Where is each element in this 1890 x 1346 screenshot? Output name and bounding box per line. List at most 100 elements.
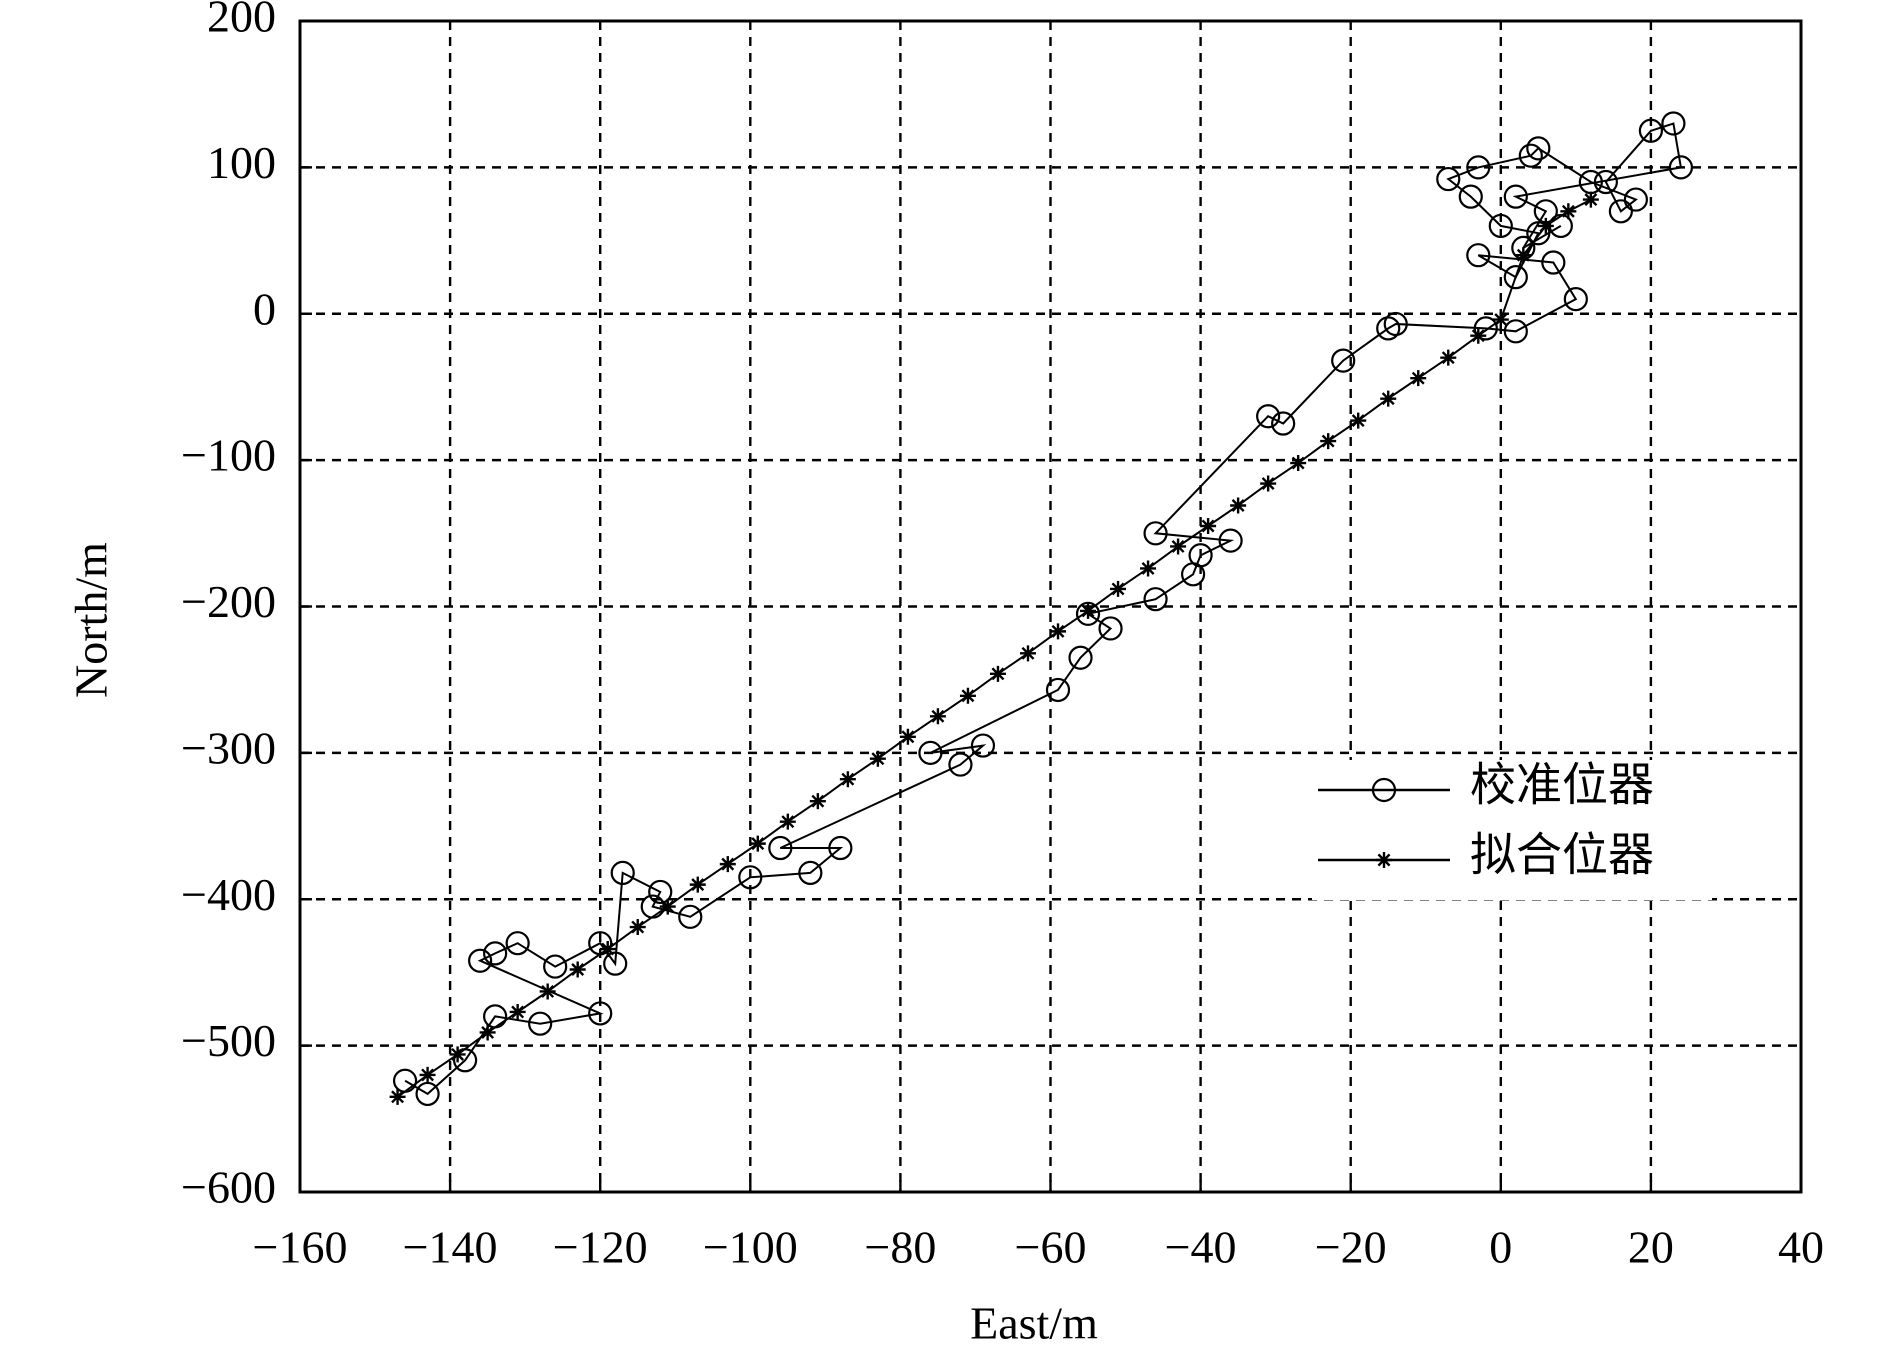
marker xyxy=(1218,528,1243,553)
marker xyxy=(389,1088,406,1105)
marker xyxy=(419,1066,436,1083)
marker xyxy=(1170,538,1187,555)
marker xyxy=(509,1003,526,1020)
marker xyxy=(1492,311,1509,328)
marker xyxy=(719,856,736,873)
x-tick-label: 0 xyxy=(1489,1222,1512,1273)
x-tick-label: 20 xyxy=(1628,1222,1674,1273)
series-line xyxy=(404,122,1683,1096)
marker xyxy=(1045,677,1071,703)
marker xyxy=(1470,327,1487,344)
marker xyxy=(1608,199,1633,224)
marker xyxy=(659,898,676,915)
y-axis-label: North/m xyxy=(66,542,117,698)
marker xyxy=(869,750,886,767)
marker xyxy=(415,1081,440,1107)
y-tick-label: −400 xyxy=(181,869,276,920)
y-tick-label: −500 xyxy=(181,1015,276,1066)
marker xyxy=(1638,118,1664,143)
marker xyxy=(1256,404,1281,429)
marker xyxy=(899,728,916,745)
x-tick-label: −120 xyxy=(553,1222,648,1273)
marker xyxy=(1503,319,1528,344)
marker xyxy=(1661,111,1686,136)
x-tick-label: −100 xyxy=(703,1222,798,1273)
marker xyxy=(1466,243,1491,268)
marker xyxy=(1110,580,1127,597)
marker xyxy=(603,951,628,976)
marker xyxy=(1380,390,1397,407)
x-tick-label: −20 xyxy=(1315,1222,1387,1273)
marker xyxy=(543,954,568,979)
marker xyxy=(392,1068,418,1093)
marker xyxy=(809,793,826,810)
marker xyxy=(1068,645,1093,670)
marker xyxy=(1537,217,1554,234)
marker xyxy=(1436,166,1461,192)
marker xyxy=(1188,543,1213,568)
y-tick-label: 200 xyxy=(207,0,276,42)
marker xyxy=(1518,143,1543,168)
marker xyxy=(1290,455,1307,472)
marker xyxy=(1230,497,1247,514)
legend-label: 校准位器 xyxy=(1470,760,1654,811)
marker xyxy=(528,1011,553,1036)
marker xyxy=(1560,203,1577,220)
marker xyxy=(738,865,763,890)
marker xyxy=(1623,187,1648,212)
marker xyxy=(839,771,856,788)
plot-frame xyxy=(298,19,1803,1194)
marker xyxy=(1526,136,1551,161)
marker xyxy=(1503,265,1528,290)
marker xyxy=(1473,316,1498,341)
x-tick-label: −160 xyxy=(253,1222,348,1273)
marker xyxy=(918,740,943,765)
marker xyxy=(1140,560,1157,577)
y-tick-label: −100 xyxy=(181,430,276,481)
y-tick-label: −300 xyxy=(181,722,276,773)
x-tick-label: −40 xyxy=(1165,1222,1237,1273)
marker xyxy=(970,733,996,758)
marker xyxy=(959,687,976,704)
marker xyxy=(1080,602,1097,619)
marker xyxy=(1466,155,1491,180)
marker xyxy=(468,948,493,973)
x-tick-label: −140 xyxy=(403,1222,498,1273)
marker xyxy=(1526,221,1551,246)
marker xyxy=(1143,521,1168,546)
marker xyxy=(689,876,706,893)
marker xyxy=(1143,587,1168,612)
marker xyxy=(828,835,853,861)
marker xyxy=(483,941,508,966)
marker xyxy=(1503,184,1528,209)
marker xyxy=(629,919,646,936)
marker xyxy=(779,813,796,830)
y-tick-label: 100 xyxy=(207,137,276,188)
marker xyxy=(1488,213,1513,239)
x-axis-label: East/m xyxy=(970,1298,1098,1346)
marker xyxy=(948,752,973,777)
marker xyxy=(1410,370,1427,387)
legend-box xyxy=(1312,760,1712,900)
marker xyxy=(505,931,530,956)
marker xyxy=(798,860,823,886)
marker xyxy=(678,904,703,929)
marker xyxy=(539,983,556,1000)
marker xyxy=(1563,287,1588,312)
marker xyxy=(599,941,616,958)
marker xyxy=(1075,601,1101,626)
marker xyxy=(1271,411,1296,436)
marker xyxy=(1331,348,1356,373)
marker xyxy=(1200,517,1217,534)
marker xyxy=(449,1046,466,1063)
marker xyxy=(588,1001,613,1026)
marker xyxy=(1515,247,1532,264)
marker xyxy=(1098,616,1123,641)
y-tick-label: 0 xyxy=(253,283,276,334)
marker xyxy=(1440,349,1457,366)
marker xyxy=(569,961,586,978)
marker xyxy=(1371,777,1397,803)
marker xyxy=(1582,191,1599,208)
marker xyxy=(1458,184,1483,209)
